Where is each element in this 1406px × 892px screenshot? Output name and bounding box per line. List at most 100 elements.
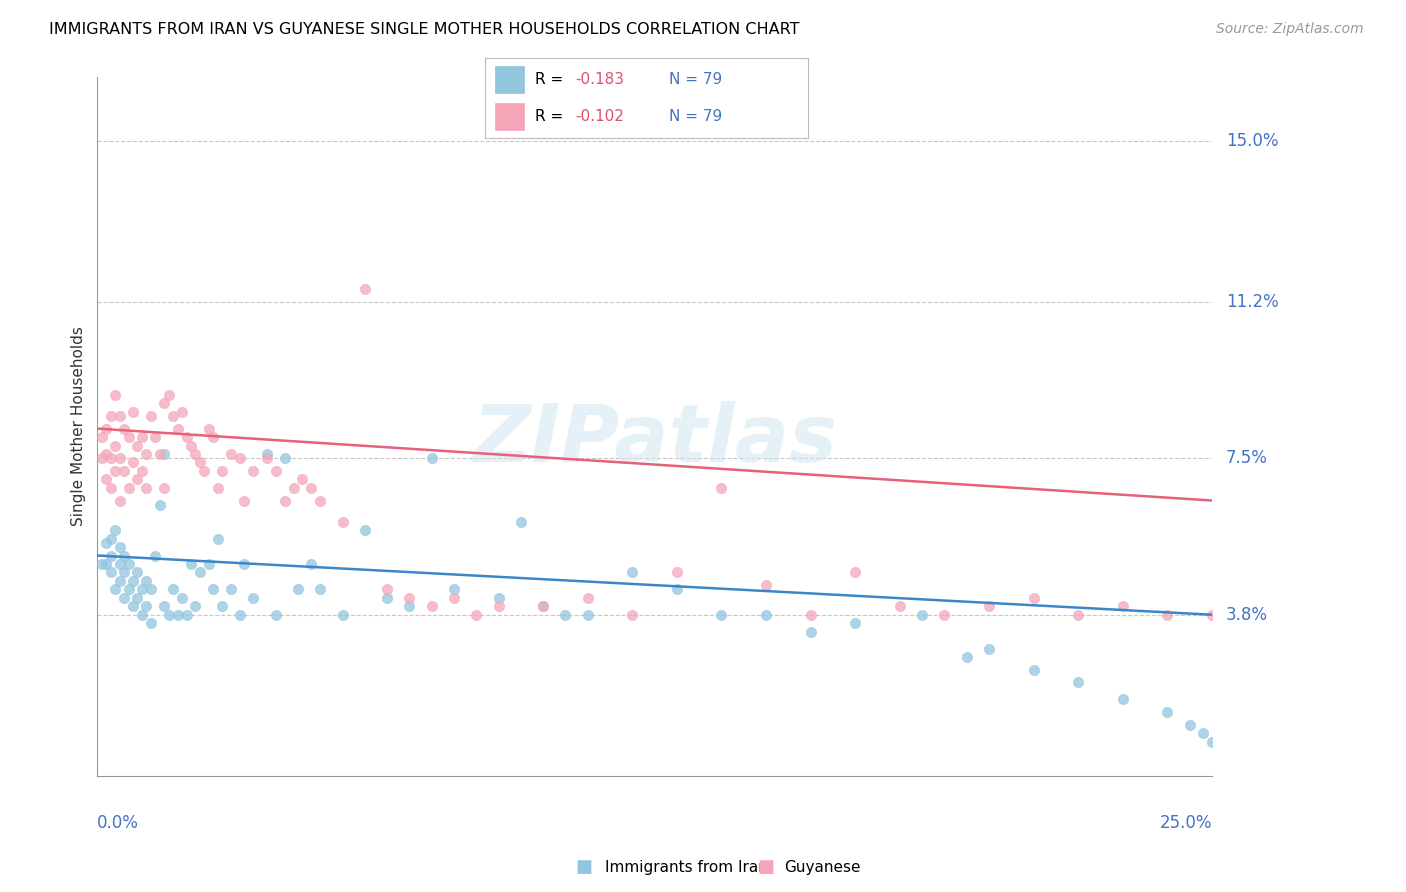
Point [287,582,309,597]
Point [100,532,122,546]
Point [104,523,127,537]
Point [127,472,149,486]
Point [90,451,112,466]
Point [273,451,295,466]
Point [256,451,278,466]
Point [219,582,242,597]
Text: 7.5%: 7.5% [1226,450,1268,467]
Point [665,582,688,597]
Point [1156,607,1178,622]
Point [184,447,207,461]
Point [188,566,211,580]
Point [162,582,184,597]
Point [96,447,118,461]
Point [100,451,122,466]
Point [96,421,118,435]
Point [122,405,145,419]
Point [117,430,139,444]
Point [1178,717,1201,731]
Point [1201,734,1223,748]
Point [264,607,287,622]
Point [554,607,576,622]
Point [934,607,956,622]
Point [170,405,193,419]
Point [488,591,510,605]
Point [465,607,488,622]
Point [291,472,314,486]
Point [108,409,131,423]
FancyBboxPatch shape [495,66,524,94]
Point [956,650,979,665]
Text: ■: ■ [758,858,775,876]
Point [1192,726,1215,740]
Point [1156,705,1178,719]
Text: ■: ■ [575,858,592,876]
Point [710,607,733,622]
Y-axis label: Single Mother Households: Single Mother Households [72,326,86,526]
Point [309,582,332,597]
Point [198,421,221,435]
Point [131,464,153,478]
Point [283,481,305,495]
Point [90,430,112,444]
Point [531,599,554,614]
Point [117,557,139,571]
Point [332,607,354,622]
Point [143,549,166,563]
Text: 0.0%: 0.0% [97,814,139,832]
Point [299,481,322,495]
Point [157,388,180,402]
Point [143,430,166,444]
Point [139,582,162,597]
Point [202,582,225,597]
Point [184,599,207,614]
Point [153,481,176,495]
Point [104,464,127,478]
Point [153,396,176,410]
Point [273,493,295,508]
Point [90,557,112,571]
Point [149,447,172,461]
Point [193,464,215,478]
Point [135,447,157,461]
Point [180,438,202,452]
Point [977,641,1000,656]
Text: 11.2%: 11.2% [1226,293,1278,310]
Point [149,498,172,512]
Point [911,607,934,622]
Point [122,574,145,588]
Text: IMMIGRANTS FROM IRAN VS GUYANESE SINGLE MOTHER HOUSEHOLDS CORRELATION CHART: IMMIGRANTS FROM IRAN VS GUYANESE SINGLE … [49,22,800,37]
Point [135,599,157,614]
Point [299,557,322,571]
Point [153,447,176,461]
Point [1067,675,1090,690]
Point [420,451,443,466]
Text: ZIPatlas: ZIPatlas [472,401,837,479]
Point [122,599,145,614]
Point [1022,591,1045,605]
Point [104,388,127,402]
Point [112,549,135,563]
Point [229,607,252,622]
Point [233,557,256,571]
Point [309,493,332,508]
Point [96,472,118,486]
Point [1201,607,1223,622]
Point [211,464,233,478]
Point [131,582,153,597]
Point [188,455,211,469]
Point [162,409,184,423]
Point [100,409,122,423]
Point [211,599,233,614]
Point [755,578,778,592]
Text: Guyanese: Guyanese [785,860,860,874]
Text: -0.102: -0.102 [575,109,624,124]
Point [755,607,778,622]
Point [96,536,118,550]
Point [127,438,149,452]
Point [1022,663,1045,677]
Point [531,599,554,614]
Text: 15.0%: 15.0% [1226,132,1278,150]
Point [170,591,193,605]
Point [112,566,135,580]
